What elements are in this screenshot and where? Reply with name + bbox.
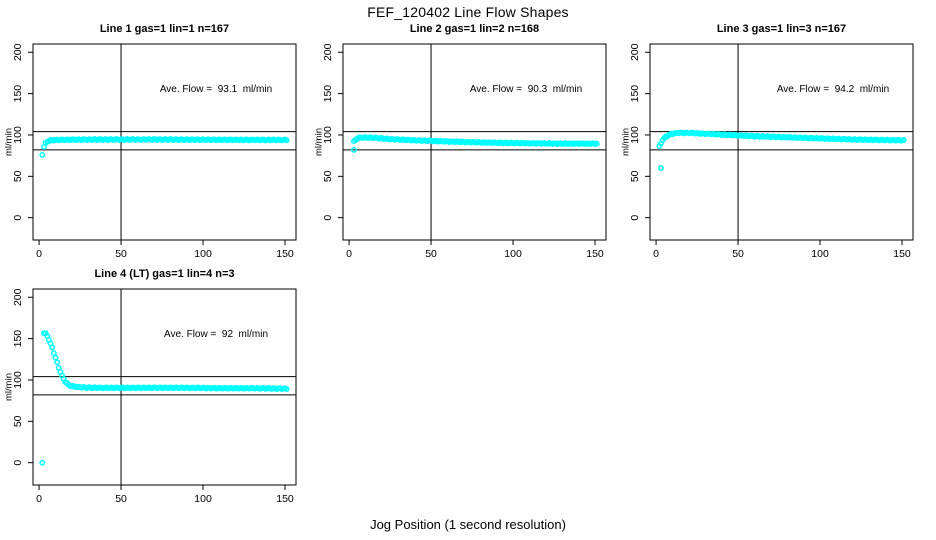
plot-box <box>32 43 297 241</box>
data-points <box>39 136 290 158</box>
panel-line-4: Line 4 (LT) gas=1 lin=4 n=3 ml/min Ave. … <box>0 265 330 510</box>
y-tick-label: 0 <box>629 215 641 221</box>
ave-flow-annotation: Ave. Flow = 93.1 ml/min <box>159 84 273 95</box>
x-tick-label: 50 <box>115 248 127 260</box>
y-tick-label: 100 <box>629 126 641 144</box>
y-tick-label: 100 <box>322 126 334 144</box>
axis-ticks: 0 50 100 150 0 50 100 150 200 <box>12 43 294 260</box>
panel-title: Line 4 (LT) gas=1 lin=4 n=3 <box>94 268 235 280</box>
x-tick-label: 150 <box>893 248 911 260</box>
x-tick-label: 150 <box>276 248 294 260</box>
plot-box <box>342 43 607 241</box>
plot-area-line-1: 0 50 100 150 0 50 100 150 200 <box>12 43 297 260</box>
x-tick-label: 100 <box>194 493 212 505</box>
y-tick-label: 200 <box>322 43 334 61</box>
y-tick-label: 50 <box>12 170 24 182</box>
x-tick-label: 50 <box>115 493 127 505</box>
y-tick-label: 100 <box>12 126 24 144</box>
y-tick-label: 50 <box>12 415 24 427</box>
axis-ticks: 0 50 100 150 0 50 100 150 200 <box>629 43 911 260</box>
x-tick-label: 50 <box>425 248 437 260</box>
data-points <box>351 134 600 153</box>
y-tick-label: 50 <box>322 170 334 182</box>
data-points <box>39 330 290 466</box>
x-tick-label: 0 <box>36 248 42 260</box>
y-tick-label: 0 <box>12 460 24 466</box>
x-tick-label: 100 <box>504 248 522 260</box>
y-tick-label: 0 <box>322 215 334 221</box>
plot-area-line-4: 0 50 100 150 0 50 100 150 200 <box>12 288 297 505</box>
axis-ticks: 0 50 100 150 0 50 100 150 200 <box>12 288 294 505</box>
x-tick-label: 100 <box>194 248 212 260</box>
ave-flow-annotation: Ave. Flow = 92 ml/min <box>163 329 269 340</box>
panel-line-1: Line 1 gas=1 lin=1 n=167 ml/min Ave. Flo… <box>0 20 330 265</box>
y-tick-label: 200 <box>12 288 24 306</box>
figure-title: FEF_120402 Line Flow Shapes <box>367 4 569 20</box>
y-tick-label: 100 <box>12 371 24 389</box>
y-tick-label: 0 <box>12 215 24 221</box>
y-tick-label: 150 <box>12 85 24 103</box>
panel-title: Line 2 gas=1 lin=2 n=168 <box>409 23 540 35</box>
x-tick-label: 150 <box>276 493 294 505</box>
ave-flow-annotation: Ave. Flow = 90.3 ml/min <box>469 84 583 95</box>
y-tick-label: 200 <box>629 43 641 61</box>
y-tick-label: 150 <box>322 85 334 103</box>
x-tick-label: 0 <box>36 493 42 505</box>
y-tick-label: 150 <box>629 85 641 103</box>
plot-box <box>649 43 914 241</box>
x-tick-label: 0 <box>653 248 659 260</box>
panel-title: Line 3 gas=1 lin=3 n=167 <box>716 23 847 35</box>
x-tick-label: 50 <box>732 248 744 260</box>
y-tick-label: 200 <box>12 43 24 61</box>
data-points <box>656 129 907 172</box>
panel-line-2: Line 2 gas=1 lin=2 n=168 ml/min Ave. Flo… <box>310 20 640 265</box>
x-tick-label: 0 <box>346 248 352 260</box>
y-tick-label: 150 <box>12 330 24 348</box>
axis-ticks: 0 50 100 150 0 50 100 150 200 <box>322 43 604 260</box>
panel-line-3: Line 3 gas=1 lin=3 n=167 ml/min Ave. Flo… <box>617 20 936 265</box>
x-tick-label: 150 <box>586 248 604 260</box>
plot-area-line-2: 0 50 100 150 0 50 100 150 200 <box>322 43 607 260</box>
plot-area-line-3: 0 50 100 150 0 50 100 150 200 <box>629 43 914 260</box>
x-axis-label: Jog Position (1 second resolution) <box>370 517 566 532</box>
y-tick-label: 50 <box>629 170 641 182</box>
ave-flow-annotation: Ave. Flow = 94.2 ml/min <box>776 84 890 95</box>
panel-title: Line 1 gas=1 lin=1 n=167 <box>99 23 230 35</box>
plot-box <box>32 288 297 486</box>
x-tick-label: 100 <box>811 248 829 260</box>
